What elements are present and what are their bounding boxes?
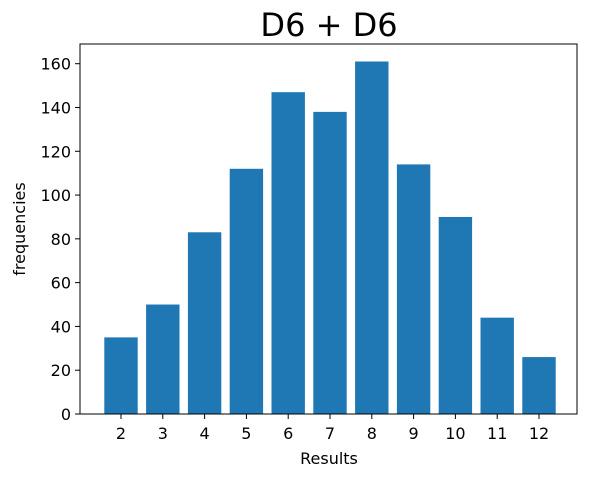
- y-tick-label-160: 160: [40, 55, 71, 74]
- x-tick-label-2: 2: [116, 424, 126, 443]
- bar-8: [355, 61, 389, 414]
- bar-4: [187, 232, 222, 414]
- chart-title: D6 + D6: [260, 6, 397, 44]
- bar-12: [522, 357, 556, 414]
- x-tick-label-8: 8: [367, 424, 377, 443]
- x-tick-label-11: 11: [487, 424, 507, 443]
- x-tick-label-5: 5: [241, 424, 251, 443]
- x-axis-ticks: 2 3 4 5 6 7 8 9 10 11 12: [116, 414, 549, 443]
- bar-9: [396, 164, 431, 414]
- x-tick-label-3: 3: [158, 424, 168, 443]
- x-axis-label: Results: [300, 449, 358, 468]
- y-tick-label-120: 120: [40, 142, 71, 161]
- bar-5: [229, 168, 264, 414]
- bar-11: [480, 317, 514, 414]
- x-tick-label-6: 6: [283, 424, 293, 443]
- y-tick-label-40: 40: [51, 317, 71, 336]
- bar-10: [438, 216, 473, 414]
- y-axis-label: frequencies: [10, 182, 29, 275]
- y-axis-ticks: 0 20 40 60 80 100 120 140 160: [40, 55, 80, 424]
- x-tick-label-9: 9: [409, 424, 419, 443]
- x-tick-label-7: 7: [325, 424, 335, 443]
- x-tick-label-10: 10: [445, 424, 465, 443]
- x-tick-label-12: 12: [529, 424, 549, 443]
- bar-6: [271, 92, 305, 415]
- y-tick-label-80: 80: [51, 230, 71, 249]
- plot-frame: [79, 43, 578, 415]
- y-tick-label-60: 60: [51, 274, 71, 293]
- y-tick-label-20: 20: [51, 361, 71, 380]
- y-tick-label-0: 0: [61, 405, 71, 424]
- y-tick-label-140: 140: [40, 98, 71, 117]
- bars-group: [104, 61, 556, 415]
- bar-7: [313, 111, 347, 415]
- y-tick-label-100: 100: [40, 186, 71, 205]
- bar-2: [104, 337, 138, 414]
- x-tick-label-4: 4: [200, 424, 210, 443]
- bar-3: [146, 304, 180, 414]
